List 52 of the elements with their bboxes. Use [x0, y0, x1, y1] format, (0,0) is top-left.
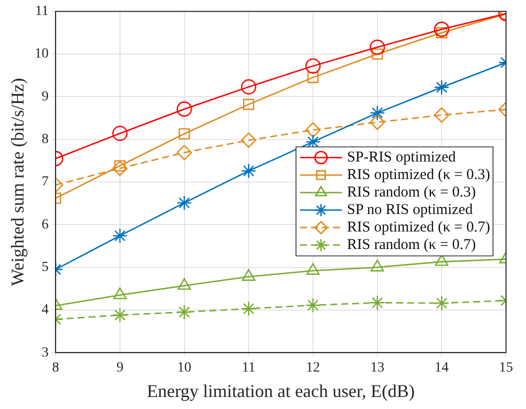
point: [434, 80, 450, 95]
y-tick-label: 10: [34, 46, 49, 62]
point: [305, 298, 321, 313]
legend-label: RIS random (κ = 0.7): [347, 237, 476, 254]
point: [240, 163, 256, 179]
legend-label: SP-RIS optimized: [347, 150, 456, 166]
point: [176, 101, 192, 117]
y-tick-label: 8: [42, 132, 49, 148]
point: [370, 40, 385, 55]
point: [176, 304, 192, 320]
point: [370, 295, 385, 310]
point: [240, 301, 256, 316]
y-tick-label: 7: [42, 174, 49, 190]
y-tick-label: 11: [35, 4, 49, 20]
point: [305, 58, 321, 74]
point: [176, 195, 192, 211]
point: [305, 122, 321, 138]
point: [112, 228, 128, 244]
point: [240, 132, 256, 148]
point: [434, 22, 450, 37]
legend-label: RIS optimized (κ = 0.7): [347, 220, 490, 236]
point: [434, 295, 450, 311]
legend-label: RIS optimized (κ = 0.3): [347, 167, 490, 184]
legend-label: RIS random (κ = 0.3): [347, 184, 476, 201]
y-tick-label: 4: [42, 302, 49, 318]
point: [434, 107, 450, 123]
point: [307, 72, 319, 84]
point: [112, 126, 128, 142]
point: [370, 114, 385, 130]
x-tick-label: 15: [499, 360, 513, 376]
x-tick-label: 11: [242, 360, 256, 376]
point: [370, 105, 385, 121]
x-tick-label: 14: [434, 360, 449, 376]
point: [112, 307, 128, 323]
y-tick-label: 3: [42, 345, 49, 360]
x-tick-label: 13: [370, 360, 384, 376]
x-axis-title: Energy limitation at each user, E(dB): [146, 380, 415, 401]
point: [112, 160, 128, 176]
y-tick-label: 5: [42, 260, 49, 275]
point: [372, 48, 383, 60]
y-axis-title: Weighted sum rate (bit/s/Hz): [8, 78, 28, 286]
x-tick-label: 10: [177, 360, 192, 376]
point: [176, 144, 192, 160]
x-tick-label: 12: [306, 360, 320, 376]
point: [178, 128, 190, 140]
point: [240, 79, 256, 95]
x-tick-label: 9: [116, 360, 124, 376]
y-tick-label: 6: [42, 217, 49, 232]
legend-label: SP no RIS optimized: [347, 202, 474, 218]
point: [243, 98, 254, 110]
x-tick-label: 8: [52, 360, 60, 376]
y-tick-label: 9: [42, 89, 49, 104]
